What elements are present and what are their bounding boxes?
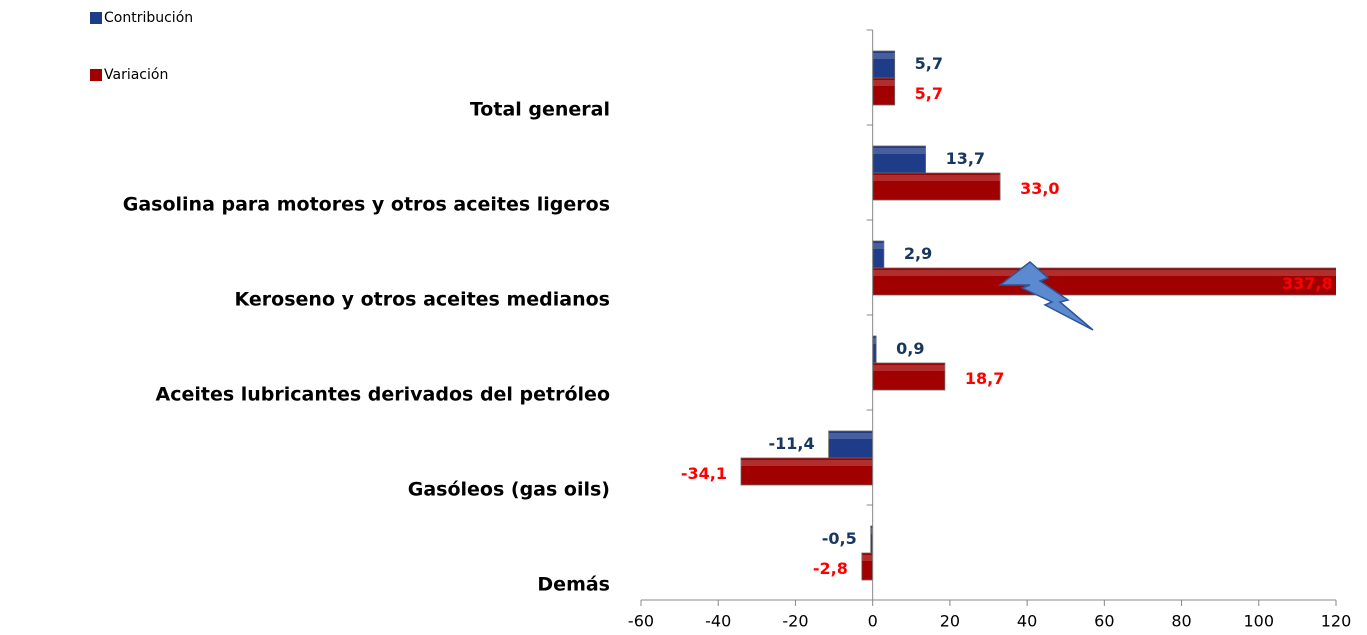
category-label: Gasolina para motores y otros aceites li…: [123, 194, 610, 216]
value-label: 5,7: [915, 84, 943, 103]
bar-highlight: [872, 53, 895, 59]
axis-break: [997, 261, 1094, 331]
x-tick-label: 0: [868, 612, 878, 631]
category-label: Gasóleos (gas oils): [408, 479, 610, 501]
bar-highlight: [861, 555, 873, 561]
value-label: 33,0: [1020, 179, 1059, 198]
bars: [740, 50, 1336, 581]
value-label: 18,7: [965, 369, 1004, 388]
x-tick-label: 20: [940, 612, 960, 631]
bar-highlight: [741, 460, 873, 466]
x-tick-label: -20: [782, 612, 808, 631]
x-tick-label: -40: [705, 612, 731, 631]
category-label: Demás: [537, 574, 610, 596]
value-label: 337,8: [1282, 274, 1333, 293]
bar: [740, 457, 874, 486]
x-tick-label: 40: [1017, 612, 1037, 631]
bar-highlight: [870, 528, 873, 534]
legend-label: Contribución: [104, 10, 193, 26]
legend-swatch: [90, 12, 102, 24]
value-label: 2,9: [904, 244, 932, 263]
x-tick-label: 80: [1171, 612, 1191, 631]
legend-swatch: [90, 69, 102, 81]
value-label: 0,9: [896, 339, 924, 358]
bar-highlight: [872, 243, 884, 249]
bar-highlight: [872, 175, 1001, 181]
value-label: 5,7: [915, 54, 943, 73]
bar-highlight: [872, 270, 1336, 276]
bar-highlight: [872, 365, 945, 371]
value-label: -2,8: [813, 559, 848, 578]
bar-highlight: [828, 433, 873, 439]
category-label: Keroseno y otros aceites medianos: [235, 289, 610, 311]
value-label: 13,7: [946, 149, 985, 168]
category-label: Aceites lubricantes derivados del petról…: [156, 384, 611, 406]
category-label: Total general: [470, 99, 610, 121]
value-label: -34,1: [681, 464, 727, 483]
bar-highlight: [872, 338, 877, 344]
value-label: -11,4: [769, 434, 815, 453]
bar-highlight: [872, 80, 895, 86]
x-tick-label: 120: [1321, 612, 1352, 631]
bar-highlight: [872, 148, 926, 154]
x-tick-label: 60: [1094, 612, 1114, 631]
legend-label: Variación: [104, 67, 168, 83]
x-tick-label: 100: [1244, 612, 1275, 631]
value-label: -0,5: [822, 529, 857, 548]
x-tick-label: -60: [628, 612, 654, 631]
